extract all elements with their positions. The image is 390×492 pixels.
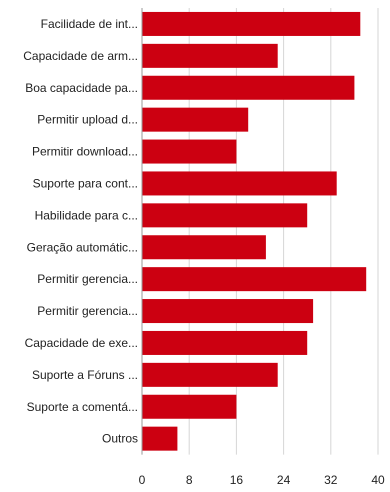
bar[interactable]: [142, 235, 266, 260]
category-label: Capacidade de exe...: [25, 336, 138, 350]
category-labels: Facilidade de int... Capacidade de arm...…: [23, 17, 138, 446]
category-label: Permitir upload d...: [37, 113, 138, 127]
bar[interactable]: [142, 330, 308, 355]
category-label: Habilidade para c...: [35, 208, 138, 222]
category-label: Permitir gerencia...: [37, 304, 138, 318]
category-label: Suporte a comentá...: [27, 400, 138, 414]
bar[interactable]: [142, 139, 237, 164]
bar[interactable]: [142, 362, 278, 387]
x-tick-label: 32: [324, 473, 338, 487]
bar[interactable]: [142, 426, 178, 451]
category-label: Facilidade de int...: [41, 17, 138, 31]
category-label: Outros: [102, 432, 138, 446]
category-label: Capacidade de arm...: [23, 49, 138, 63]
x-tick-label: 24: [277, 473, 291, 487]
x-tick-label: 0: [139, 473, 146, 487]
bar[interactable]: [142, 299, 314, 324]
bar[interactable]: [142, 107, 249, 132]
x-tick-label: 16: [230, 473, 244, 487]
category-label: Suporte a Fóruns ...: [32, 368, 138, 382]
bar[interactable]: [142, 171, 337, 196]
bar[interactable]: [142, 43, 278, 68]
grid-lines: [141, 8, 379, 455]
bar[interactable]: [142, 75, 355, 100]
bar[interactable]: [142, 394, 237, 419]
x-axis-ticks: 0 8 16 24 32 40: [139, 473, 385, 487]
category-label: Geração automátic...: [27, 240, 138, 254]
category-label: Permitir gerencia...: [37, 272, 138, 286]
category-label: Suporte para cont...: [33, 176, 138, 190]
bar[interactable]: [142, 11, 361, 36]
x-tick-label: 8: [186, 473, 193, 487]
bars: [142, 11, 367, 451]
bar[interactable]: [142, 267, 367, 292]
category-label: Boa capacidade pa...: [25, 81, 138, 95]
category-label: Permitir download...: [32, 145, 138, 159]
x-tick-label: 40: [371, 473, 385, 487]
bar[interactable]: [142, 203, 308, 228]
